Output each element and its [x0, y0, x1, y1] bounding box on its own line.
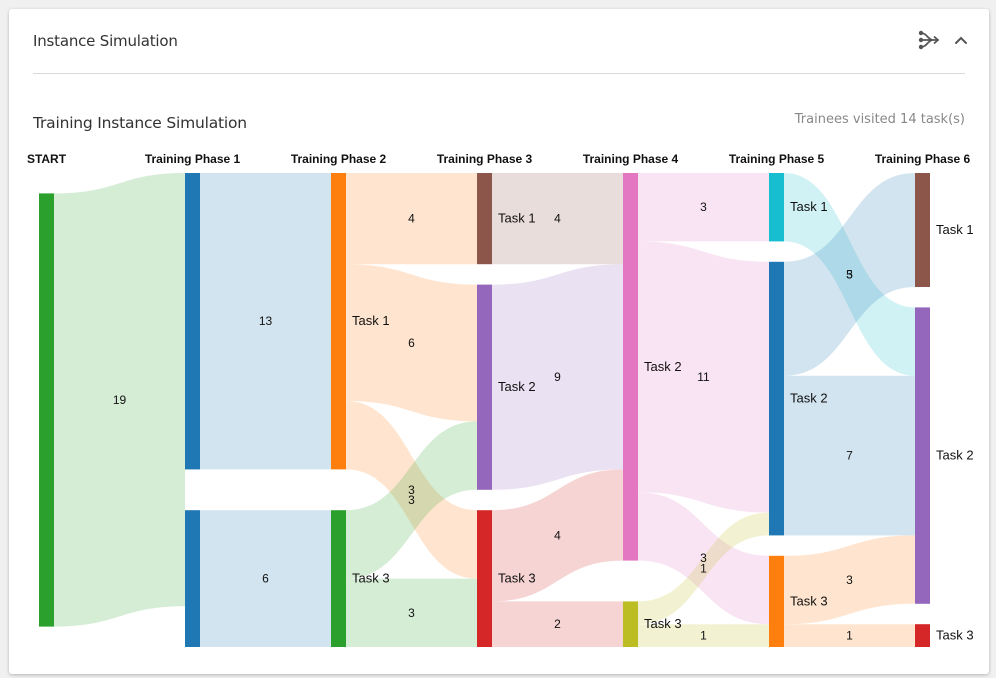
column-header: START [27, 152, 67, 166]
sankey-link[interactable] [346, 578, 477, 647]
link-value-label: 3 [700, 200, 707, 214]
column-header: Training Phase 6 [875, 152, 971, 166]
column-header: Training Phase 3 [437, 152, 533, 166]
node-label: Task 1 [352, 313, 390, 328]
sankey-link[interactable] [638, 624, 769, 647]
sankey-link[interactable] [346, 173, 477, 265]
node-label: Task 2 [644, 359, 682, 374]
sankey-node[interactable] [477, 284, 492, 490]
link-value-label: 4 [554, 528, 561, 542]
link-value-label: 7 [846, 449, 853, 463]
sankey-link[interactable] [784, 535, 915, 625]
sankey-link[interactable] [346, 401, 477, 579]
node-label: Task 1 [498, 211, 536, 226]
sankey-node[interactable] [477, 173, 492, 265]
sankey-node[interactable] [331, 173, 346, 470]
sankey-link[interactable] [784, 375, 915, 536]
chart-title: Training Instance Simulation [33, 114, 247, 132]
instance-simulation-card: Instance Simulation Training Instance Si… [9, 9, 989, 674]
node-label: Task 1 [936, 222, 974, 237]
sankey-node[interactable] [623, 173, 638, 561]
link-value-label: 1 [846, 629, 853, 643]
link-value-label: 4 [408, 212, 415, 226]
node-label: Task 2 [790, 391, 828, 406]
link-value-label: 1 [700, 629, 707, 643]
sankey-link[interactable] [784, 624, 915, 647]
sankey-node[interactable] [769, 555, 784, 647]
column-header: Training Phase 1 [145, 152, 241, 166]
node-label: Task 3 [936, 628, 974, 643]
sankey-node[interactable] [769, 261, 784, 536]
sankey-link[interactable] [54, 173, 185, 627]
link-value-label: 2 [554, 617, 561, 631]
sankey-link[interactable] [492, 469, 623, 602]
sankey-node[interactable] [623, 601, 638, 647]
panel-title: Instance Simulation [33, 32, 178, 50]
column-header: Training Phase 4 [583, 152, 679, 166]
sankey-link[interactable] [492, 601, 623, 647]
header-divider [33, 73, 965, 74]
sankey-node[interactable] [915, 307, 930, 604]
link-value-label: 9 [554, 370, 561, 384]
node-label: Task 3 [644, 616, 682, 631]
flow-merge-icon[interactable] [917, 28, 941, 52]
node-label: Task 3 [352, 571, 390, 586]
node-label: Task 3 [498, 571, 536, 586]
sankey-node[interactable] [769, 173, 784, 242]
sankey-node[interactable] [915, 624, 930, 647]
sankey-node[interactable] [39, 193, 54, 627]
link-value-label: 3 [700, 551, 707, 565]
node-label: Task 3 [790, 593, 828, 608]
sankey-link[interactable] [346, 264, 477, 422]
sankey-link[interactable] [638, 512, 769, 625]
chevron-up-icon[interactable] [951, 30, 971, 50]
link-value-label: 1 [700, 561, 707, 575]
link-value-label: 4 [554, 212, 561, 226]
sankey-link[interactable] [784, 173, 915, 376]
link-value-label: 13 [259, 314, 273, 328]
node-label: Task 1 [790, 199, 828, 214]
sankey-link[interactable] [638, 492, 769, 625]
sankey-link[interactable] [784, 173, 915, 376]
link-value-label: 3 [846, 573, 853, 587]
sankey-link[interactable] [492, 173, 623, 265]
sankey-nodes: Task 1 Task 3 Task 1 Task 2 Task 3 Task 2 Task… [39, 173, 974, 647]
column-header: Training Phase 5 [729, 152, 825, 166]
link-value-label: 3 [846, 267, 853, 281]
link-value-label: 6 [408, 336, 415, 350]
sankey-node[interactable] [915, 173, 930, 287]
sankey-link[interactable] [638, 173, 769, 242]
sankey-links [54, 173, 915, 647]
sankey-link[interactable] [200, 510, 331, 647]
link-value-label: 3 [408, 483, 415, 497]
link-value-label: 6 [262, 572, 269, 586]
link-value-label: 11 [697, 370, 710, 384]
sankey-chart: START Training Phase 1 Training Phase 2 Tra… [27, 152, 974, 647]
sankey-node[interactable] [331, 510, 346, 647]
sankey-node[interactable] [185, 173, 200, 470]
sankey-link[interactable] [638, 241, 769, 513]
column-header: Training Phase 2 [291, 152, 387, 166]
sankey-node[interactable] [185, 510, 200, 647]
node-label: Task 2 [498, 379, 536, 394]
node-label: Task 2 [936, 448, 974, 463]
link-value-label: 3 [408, 606, 415, 620]
sankey-link[interactable] [492, 264, 623, 490]
chart-subtitle: Trainees visited 14 task(s) [794, 112, 965, 127]
link-value-label: 5 [846, 267, 853, 281]
link-value-label: 19 [113, 393, 127, 407]
sankey-link[interactable] [346, 421, 477, 579]
sankey-node[interactable] [477, 510, 492, 647]
link-value-label: 3 [408, 493, 415, 507]
sankey-link[interactable] [200, 173, 331, 470]
